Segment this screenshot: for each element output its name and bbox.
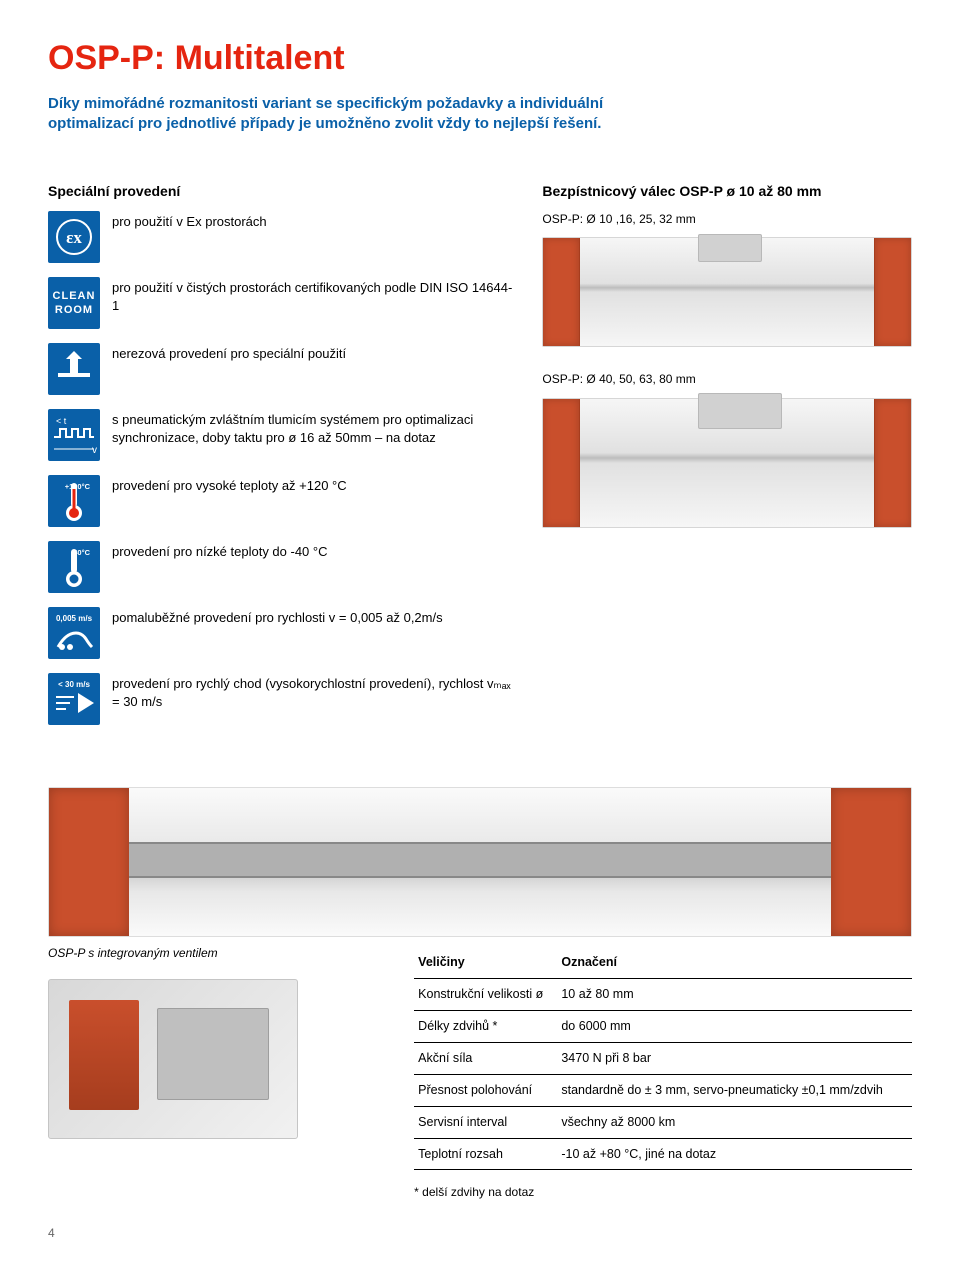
- spec-row: 0,005 m/s pomaluběžné provedení pro rychl…: [48, 607, 518, 659]
- table-cell: Akční síla: [414, 1042, 557, 1074]
- bottom-right: Veličiny Označení Konstrukční velikosti …: [414, 937, 912, 1200]
- svg-text:ROOM: ROOM: [55, 304, 93, 316]
- valve-icon: [48, 343, 100, 395]
- table-cell: -10 až +80 °C, jiné na dotaz: [557, 1138, 912, 1170]
- cylinder-carriage: [698, 393, 782, 429]
- ex-icon: εx: [48, 211, 100, 263]
- table-cell: Teplotní rozsah: [414, 1138, 557, 1170]
- table-row: Přesnost polohovánístandardně do ± 3 mm,…: [414, 1074, 912, 1106]
- svg-text:CLEAN: CLEAN: [53, 290, 96, 302]
- svg-text:+120°C: +120°C: [65, 482, 91, 491]
- table-col-0: Veličiny: [414, 947, 557, 978]
- table-cell: do 6000 mm: [557, 1011, 912, 1043]
- page: OSP-P: Multitalent Díky mimořádné rozman…: [0, 0, 960, 1265]
- table-row: Délky zdvihů *do 6000 mm: [414, 1011, 912, 1043]
- spec-row: +120°C provedení pro vysoké teploty až +1…: [48, 475, 518, 527]
- table-row: Teplotní rozsah-10 až +80 °C, jiné na do…: [414, 1138, 912, 1170]
- spec-row: < t v s pneumatickým zvláštním tlumicím sy…: [48, 409, 518, 461]
- table-cell: Přesnost polohování: [414, 1074, 557, 1106]
- spec-text: nerezová provedení pro speciální použití: [112, 343, 518, 363]
- spec-text: provedení pro rychlý chod (vysokorychlos…: [112, 673, 518, 710]
- spec-row: εx pro použití v Ex prostorách: [48, 211, 518, 263]
- pulse-icon: < t v: [48, 409, 100, 461]
- data-table: Veličiny Označení Konstrukční velikosti …: [414, 947, 912, 1170]
- table-row: Akční síla3470 N při 8 bar: [414, 1042, 912, 1074]
- left-heading: Speciální provedení: [48, 182, 518, 201]
- hot-icon: +120°C: [48, 475, 100, 527]
- svg-text:< t: < t: [56, 416, 67, 426]
- spec-list: εx pro použití v Ex prostorách CLEAN ROOM pr…: [48, 211, 518, 725]
- left-column: Speciální provedení εx pro použití v Ex p…: [48, 182, 518, 739]
- page-number: 4: [48, 1225, 912, 1241]
- table-cell: 3470 N při 8 bar: [557, 1042, 912, 1074]
- intro-paragraph: Díky mimořádné rozmanitosti variant se s…: [48, 94, 688, 135]
- spec-text: s pneumatickým zvláštním tlumicím systém…: [112, 409, 518, 446]
- spec-text: pro použití v Ex prostorách: [112, 211, 518, 231]
- spec-text: provedení pro nízké teploty do -40 °C: [112, 541, 518, 561]
- spec-row: CLEAN ROOM pro použití v čistých prostorác…: [48, 277, 518, 329]
- cylinder-large-label: OSP-P: Ø 40, 50, 63, 80 mm: [542, 371, 912, 387]
- bottom-row: OSP-P s integrovaným ventilem Veličiny O…: [48, 937, 912, 1200]
- cylinder-carriage: [698, 234, 762, 262]
- slow-icon: 0,005 m/s: [48, 607, 100, 659]
- table-cell: Délky zdvihů *: [414, 1011, 557, 1043]
- svg-text:-40°C: -40°C: [71, 548, 91, 557]
- table-cell: standardně do ± 3 mm, servo-pneumaticky …: [557, 1074, 912, 1106]
- spec-row: -40°C provedení pro nízké teploty do -40 …: [48, 541, 518, 593]
- spec-row: < 30 m/s provedení pro rychlý chod (vysok…: [48, 673, 518, 725]
- svg-text:v: v: [92, 445, 97, 456]
- svg-text:εx: εx: [66, 228, 82, 247]
- fast-icon: < 30 m/s: [48, 673, 100, 725]
- table-cell: Servisní interval: [414, 1106, 557, 1138]
- two-column-layout: Speciální provedení εx pro použití v Ex p…: [48, 182, 912, 739]
- table-row: Konstrukční velikosti ø10 až 80 mm: [414, 979, 912, 1011]
- photo-caption: OSP-P s integrovaným ventilem: [48, 945, 374, 961]
- cylinder-small-image: [542, 237, 912, 347]
- table-row: Servisní intervalvšechny až 8000 km: [414, 1106, 912, 1138]
- bottom-left: OSP-P s integrovaným ventilem: [48, 937, 374, 1200]
- spec-text: pro použití v čistých prostorách certifi…: [112, 277, 518, 314]
- table-header-row: Veličiny Označení: [414, 947, 912, 978]
- spec-text: pomaluběžné provedení pro rychlosti v = …: [112, 607, 518, 627]
- svg-text:0,005 m/s: 0,005 m/s: [56, 614, 93, 623]
- cylinder-small-label: OSP-P: Ø 10 ,16, 25, 32 mm: [542, 211, 912, 227]
- cold-icon: -40°C: [48, 541, 100, 593]
- table-col-1: Označení: [557, 947, 912, 978]
- spec-text: provedení pro vysoké teploty až +120 °C: [112, 475, 518, 495]
- integrated-valve-photo: [48, 787, 912, 937]
- table-footnote: * delší zdvihy na dotaz: [414, 1184, 912, 1200]
- table-cell: Konstrukční velikosti ø: [414, 979, 557, 1011]
- svg-text:< 30 m/s: < 30 m/s: [58, 680, 90, 689]
- table-cell: 10 až 80 mm: [557, 979, 912, 1011]
- right-heading: Bezpístnicový válec OSP-P ø 10 až 80 mm: [542, 182, 912, 201]
- cleanroom-icon: CLEAN ROOM: [48, 277, 100, 329]
- table-cell: všechny až 8000 km: [557, 1106, 912, 1138]
- cylinder-large-image: [542, 398, 912, 528]
- page-title: OSP-P: Multitalent: [48, 36, 912, 82]
- right-column: Bezpístnicový válec OSP-P ø 10 až 80 mm …: [542, 182, 912, 739]
- valve-block-image: [48, 979, 298, 1139]
- photo-slot: [129, 842, 831, 878]
- spec-row: nerezová provedení pro speciální použití: [48, 343, 518, 395]
